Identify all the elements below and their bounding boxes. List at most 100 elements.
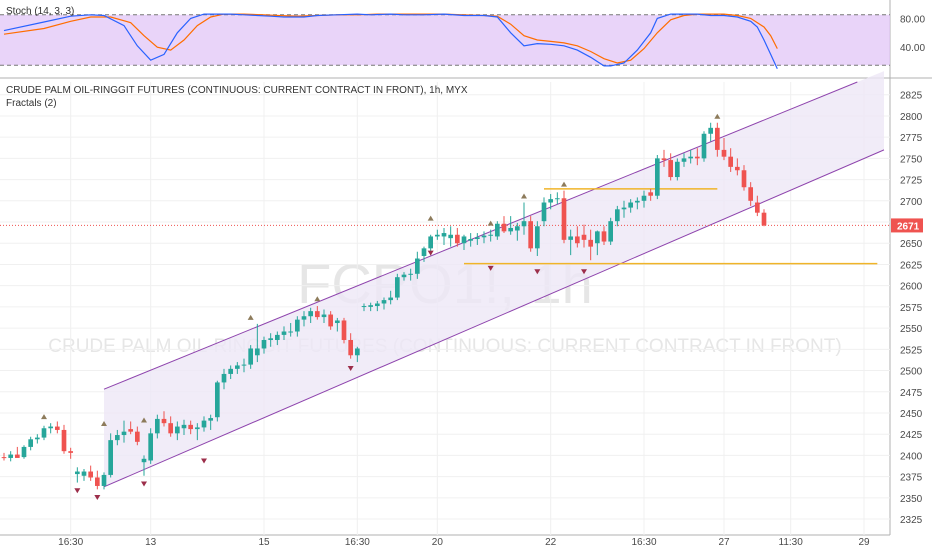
- candle-body: [615, 209, 620, 222]
- candle-body: [548, 199, 553, 203]
- time-tick-label: 27: [718, 537, 730, 548]
- candle-body: [521, 221, 527, 227]
- fractal-up-marker: [427, 215, 434, 221]
- candle-body: [375, 303, 380, 307]
- candle-body: [141, 458, 147, 463]
- candle-body: [348, 339, 353, 356]
- price-tick-label: 2400: [900, 451, 923, 462]
- indicator-label: Fractals (2): [6, 98, 57, 109]
- candle-body: [1, 457, 7, 459]
- fractal-down-marker: [141, 481, 147, 487]
- price-tick-label: 2625: [900, 260, 923, 271]
- main-title: CRUDE PALM OIL-RINGGIT FUTURES (CONTINUO…: [6, 85, 468, 96]
- main-pane: 2825280027752750272527002675265026252600…: [0, 71, 923, 548]
- candle-body: [715, 127, 720, 150]
- time-tick-label: 11:30: [779, 537, 804, 548]
- fractal-up-marker: [521, 193, 527, 199]
- fractal-up-marker: [101, 420, 107, 426]
- candle-body: [155, 418, 160, 434]
- last-price-label: 2671: [897, 221, 920, 232]
- candle-body: [261, 339, 267, 349]
- candle-body: [181, 424, 187, 429]
- price-tick-label: 2350: [900, 494, 923, 505]
- candle-body: [68, 451, 73, 453]
- candle-body: [561, 198, 567, 240]
- candle-body: [115, 435, 120, 441]
- candle-body: [41, 428, 47, 438]
- candle-body: [28, 439, 33, 447]
- fractal-up-marker: [561, 181, 567, 187]
- candle-body: [701, 133, 707, 159]
- candle-body: [681, 158, 687, 162]
- price-tick-label: 2825: [900, 91, 923, 102]
- candle-body: [748, 187, 753, 201]
- candle-body: [575, 236, 580, 244]
- price-tick-label: 2800: [900, 112, 923, 123]
- time-axis: 16:30 13 15 16:30 20 22 16:30 27 11:30 29: [58, 537, 870, 548]
- time-tick-label: 20: [432, 537, 444, 548]
- candle-body: [415, 258, 420, 274]
- channel-lower-line: [103, 149, 885, 488]
- candle-body: [468, 239, 473, 241]
- candle-body: [675, 161, 680, 178]
- candle-body: [35, 437, 40, 440]
- candle-body: [188, 424, 193, 430]
- candle-body: [175, 426, 180, 434]
- stoch-pane: 80.00 40.00: [0, 13, 925, 70]
- candle-body: [215, 382, 220, 418]
- candle-body: [515, 226, 520, 231]
- candle-body: [475, 237, 480, 240]
- price-tick-label: 2700: [900, 197, 923, 208]
- candle-body: [228, 368, 233, 374]
- stoch-tick-label: 80.00: [900, 14, 925, 25]
- candle-body: [621, 207, 627, 210]
- candle-body: [435, 234, 440, 237]
- time-tick-label: 22: [545, 537, 557, 548]
- fractal-down-marker: [74, 488, 81, 494]
- price-tick-label: 2775: [900, 133, 923, 144]
- candle-body: [601, 231, 607, 242]
- candle-body: [508, 227, 513, 232]
- candle-body: [128, 429, 133, 432]
- candle-body: [208, 418, 213, 421]
- fractal-up-marker: [714, 113, 721, 119]
- stoch-lines: [0, 13, 890, 70]
- price-tick-label: 2725: [900, 176, 923, 187]
- candle-body: [315, 311, 320, 318]
- candle-body: [495, 223, 500, 237]
- candle-body: [335, 320, 340, 324]
- time-tick-label: 16:30: [345, 537, 370, 548]
- candle-body: [161, 418, 167, 424]
- price-tick-label: 2475: [900, 388, 923, 399]
- candle-body: [761, 212, 767, 226]
- candle-body: [695, 156, 700, 159]
- candle-body: [721, 149, 727, 157]
- fractal-up-marker: [41, 414, 47, 420]
- candle-body: [388, 297, 393, 301]
- candle-body: [728, 156, 733, 167]
- channel-upper-line: [103, 81, 858, 390]
- candle-body: [488, 234, 493, 236]
- candle-body: [361, 306, 367, 308]
- candle-body: [595, 231, 600, 244]
- candle-body: [368, 305, 373, 307]
- candle-body: [15, 454, 20, 458]
- stoch-d-line: [3, 13, 778, 64]
- candle-body: [541, 202, 547, 222]
- candle-body: [441, 233, 447, 237]
- price-tick-label: 2750: [900, 154, 923, 165]
- price-tick-label: 2500: [900, 367, 923, 378]
- candle-body: [288, 331, 293, 333]
- price-channel: [103, 71, 885, 488]
- fractal-down-marker: [94, 495, 101, 501]
- candle-body: [528, 221, 533, 249]
- candle-body: [301, 316, 307, 320]
- fractals: [41, 113, 721, 501]
- price-tick-label: 2425: [900, 430, 923, 441]
- candle-body: [95, 477, 100, 486]
- candle-body: [168, 423, 173, 434]
- fractal-up-marker: [314, 296, 321, 302]
- candle-body: [81, 471, 87, 476]
- time-tick-label: 13: [145, 537, 157, 548]
